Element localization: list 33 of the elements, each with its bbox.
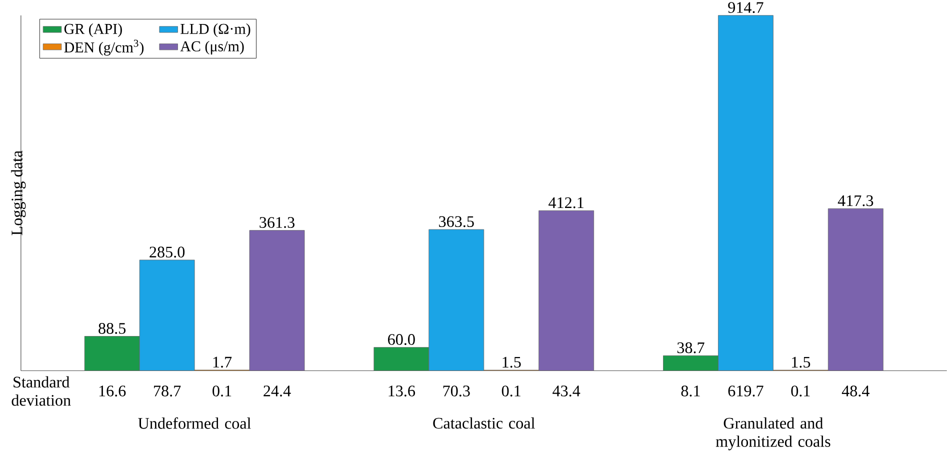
text: 78.7 bbox=[154, 386, 181, 397]
data-label: 60.0 bbox=[388, 334, 415, 346]
legend-label: GR (API) bbox=[64, 24, 122, 38]
data-label: 363.5 bbox=[439, 216, 474, 228]
text: 619.7 bbox=[728, 386, 764, 397]
text: 48.4 bbox=[842, 386, 870, 397]
data-label: 88.5 bbox=[98, 323, 126, 334]
text: 43.4 bbox=[552, 386, 580, 397]
text: 24.4 bbox=[264, 386, 291, 397]
x-tick-label: Undeformed coal bbox=[138, 417, 251, 429]
legend-label: LLD (Ω·m) bbox=[180, 24, 250, 38]
data-label: 412.1 bbox=[548, 197, 584, 208]
x-tick-label: Cataclastic coal bbox=[433, 417, 535, 429]
y-axis-title: Logging data bbox=[11, 150, 26, 236]
text: Standard deviation bbox=[12, 376, 71, 406]
x-tick-label: Granulated and mylonitized coals bbox=[716, 417, 830, 450]
data-label: 1.5 bbox=[502, 356, 521, 368]
data-label: 38.7 bbox=[677, 342, 704, 354]
text: 13.6 bbox=[388, 386, 416, 397]
text: 0.1 bbox=[502, 386, 520, 397]
text: 70.3 bbox=[443, 386, 470, 397]
data-label: 914.7 bbox=[728, 2, 764, 14]
text: 0.1 bbox=[212, 386, 232, 397]
text: 8.1 bbox=[681, 386, 700, 397]
legend-label: DEN (g/cm$^{3}$) bbox=[64, 40, 144, 56]
data-label: 417.3 bbox=[838, 195, 874, 206]
data-label: 1.5 bbox=[792, 356, 810, 368]
data-label: 361.3 bbox=[260, 217, 294, 228]
data-label: 285.0 bbox=[150, 246, 185, 258]
data-label: 1.7 bbox=[213, 356, 232, 368]
text: 16.6 bbox=[99, 386, 126, 397]
legend-label: AC (μs/m) bbox=[180, 40, 244, 55]
text: 0.1 bbox=[791, 386, 810, 397]
